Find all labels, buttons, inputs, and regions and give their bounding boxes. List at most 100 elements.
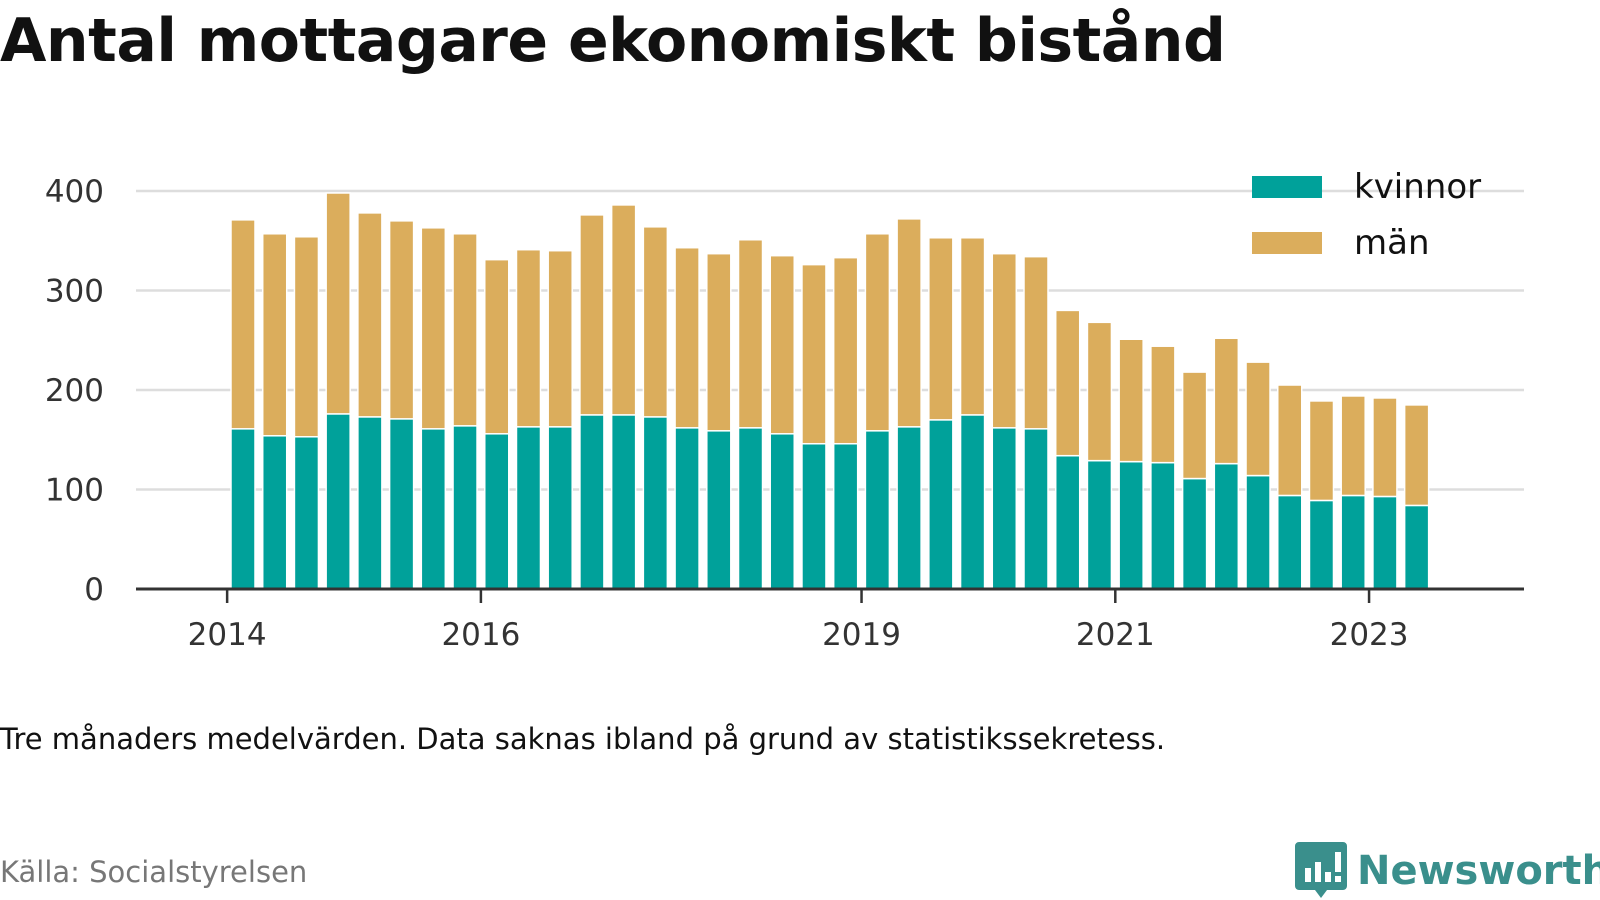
bar-kvinnor: kvinnor: 128 (1118, 460, 1144, 590)
bar-man: män: 126 (1213, 337, 1240, 465)
bar-man: män: 201 (579, 214, 605, 416)
bar-man: män: 181 (674, 246, 700, 429)
bar-man: män: 201 (293, 236, 320, 438)
y-tick-label: 100 (45, 473, 104, 509)
chart-title: Antal mottagare ekonomiskt bistånd (0, 6, 1226, 76)
chart-note: Tre månaders medelvärden. Data saknas ib… (0, 722, 1166, 756)
bar-kvinnor: kvinnor: 84 (1403, 504, 1430, 590)
bar-kvinnor: kvinnor: 154 (261, 435, 288, 590)
bar-man: män: 211 (610, 204, 637, 416)
bar-man: män: 175 (484, 258, 510, 435)
bar-kvinnor: kvinnor: 146 (832, 442, 859, 590)
x-tick-label: 2016 (441, 617, 520, 653)
y-tick-label: 0 (84, 572, 104, 608)
bar-kvinnor: kvinnor: 175 (610, 414, 637, 590)
y-tick-label: 400 (45, 174, 104, 210)
legend-label-kvinnor: kvinnor (1354, 167, 1481, 207)
bar-kvinnor: kvinnor: 176 (325, 413, 351, 590)
x-tick-label: 2023 (1330, 617, 1409, 653)
bar-kvinnor: kvinnor: 163 (515, 426, 542, 590)
bar-man: män: 179 (769, 254, 795, 435)
bar-man: män: 100 (1340, 395, 1366, 497)
bar-kvinnor: kvinnor: 162 (674, 427, 700, 590)
bar-man: män: 177 (547, 249, 573, 428)
bar-kvinnor: kvinnor: 156 (769, 433, 795, 590)
bar-kvinnor: kvinnor: 163 (547, 426, 573, 590)
bar-man: män: 123 (1118, 338, 1144, 463)
newsworthy-brand[interactable]: Newsworthy (1295, 842, 1600, 900)
bar-kvinnor: kvinnor: 94 (1340, 494, 1366, 590)
bar-kvinnor: kvinnor: 162 (991, 427, 1018, 590)
bar-man: män: 210 (230, 219, 256, 430)
bar-man: män: 209 (896, 218, 922, 428)
bar-kvinnor: kvinnor: 127 (1150, 461, 1176, 590)
bar-man: män: 191 (642, 226, 669, 418)
x-tick-label: 2021 (1076, 617, 1155, 653)
bar-kvinnor: kvinnor: 161 (420, 428, 447, 590)
bar-man: män: 178 (515, 248, 542, 428)
bar-man: män: 189 (737, 239, 764, 429)
bar-kvinnor: kvinnor: 111 (1181, 477, 1208, 590)
bar-man: män: 139 (1086, 321, 1113, 462)
bar-kvinnor: kvinnor: 129 (1086, 459, 1113, 590)
bar-man: män: 203 (261, 233, 288, 437)
source-text: Källa: Socialstyrelsen (0, 855, 308, 889)
bar-man: män: 111 (1277, 384, 1303, 497)
bar-kvinnor: kvinnor: 159 (864, 430, 891, 590)
bar-kvinnor: kvinnor: 93 (1372, 495, 1398, 590)
bar-man: män: 187 (832, 256, 859, 445)
bar-man: män: 222 (325, 192, 351, 415)
legend-swatch-man (1252, 232, 1322, 254)
bar-man: män: 100 (1308, 400, 1335, 502)
bar-man: män: 117 (1150, 345, 1176, 464)
bar-kvinnor: kvinnor: 170 (928, 419, 954, 590)
x-tick-label: 2014 (188, 617, 267, 653)
bar-man: män: 193 (452, 233, 478, 427)
bar-man: män: 173 (1023, 255, 1049, 430)
legend-swatch-kvinnor (1252, 176, 1322, 198)
bar-kvinnor: kvinnor: 161 (1023, 428, 1049, 590)
bar-man: män: 101 (1403, 404, 1430, 507)
bar-kvinnor: kvinnor: 89 (1308, 499, 1335, 590)
x-tick-label: 2019 (822, 617, 901, 653)
bar-kvinnor: kvinnor: 161 (230, 428, 256, 590)
bar-kvinnor: kvinnor: 114 (1245, 474, 1271, 590)
bar-kvinnor: kvinnor: 175 (959, 414, 986, 590)
bar-kvinnor: kvinnor: 163 (896, 426, 922, 590)
bar-kvinnor: kvinnor: 146 (801, 442, 827, 590)
legend: kvinnor män (1252, 167, 1481, 263)
bar-man: män: 99 (1372, 397, 1398, 498)
bar-kvinnor: kvinnor: 164 (452, 425, 478, 590)
bar-man: män: 198 (864, 233, 891, 432)
bar-man: män: 199 (388, 220, 415, 420)
bar-man: män: 178 (959, 237, 986, 416)
bar-man: män: 202 (420, 227, 447, 430)
bar-kvinnor: kvinnor: 162 (737, 427, 764, 590)
legend-label-man: män (1354, 223, 1430, 263)
bar-man: män: 175 (991, 252, 1018, 429)
y-tick-label: 300 (45, 274, 104, 310)
x-axis: 2014 2016 2019 2021 2023 (136, 587, 1524, 653)
bar-man: män: 146 (1054, 309, 1081, 457)
bar-kvinnor: kvinnor: 171 (388, 418, 415, 590)
bar-man: män: 178 (706, 252, 732, 432)
brand-name: Newsworthy (1357, 848, 1600, 894)
bar-kvinnor: kvinnor: 153 (293, 436, 320, 590)
newsworthy-logo-icon (1295, 842, 1347, 898)
bar-kvinnor: kvinnor: 134 (1054, 454, 1081, 590)
bar-kvinnor: kvinnor: 173 (642, 416, 669, 590)
bar-kvinnor: kvinnor: 159 (706, 430, 732, 590)
y-tick-label: 200 (45, 373, 104, 409)
y-axis-tick-labels: 0 100 200 300 400 (45, 174, 104, 608)
bar-kvinnor: kvinnor: 94 (1277, 494, 1303, 590)
bar-man: män: 205 (357, 212, 383, 418)
bar-kvinnor: kvinnor: 175 (579, 414, 605, 590)
bar-man: män: 180 (801, 263, 827, 445)
bar-man: män: 114 (1245, 361, 1271, 477)
bar-man: män: 107 (1181, 371, 1208, 480)
bar-kvinnor: kvinnor: 126 (1213, 462, 1240, 590)
bar-kvinnor: kvinnor: 173 (357, 416, 383, 590)
bar-kvinnor: kvinnor: 156 (484, 433, 510, 590)
bar-man: män: 183 (928, 237, 954, 421)
